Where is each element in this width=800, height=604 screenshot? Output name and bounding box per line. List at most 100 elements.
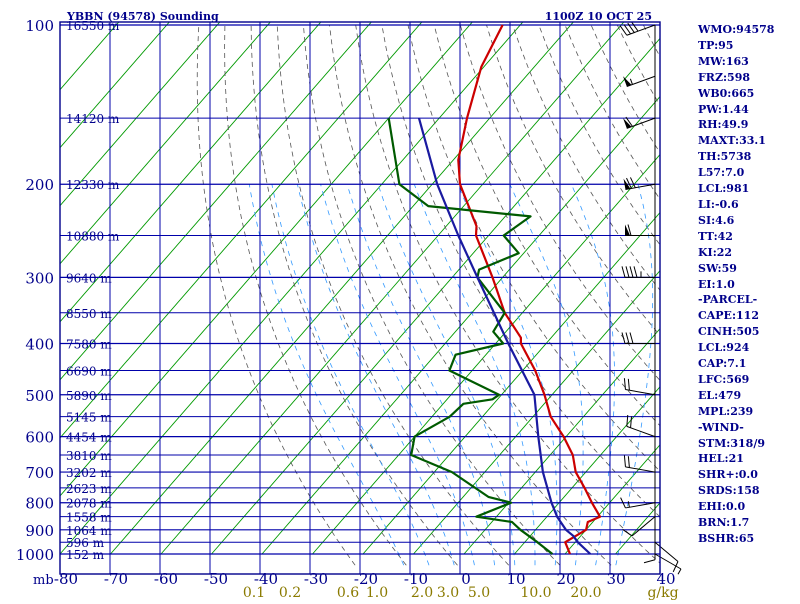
mixing-ratio-label: 0.1 [243,585,265,600]
index-row: EHI:0.0 [698,499,798,515]
mixing-ratio-label: 10.0 [520,585,551,600]
mixing-ratio-label: 5.0 [468,585,490,600]
index-row: FRZ:598 [698,70,798,86]
chart-title: YBBN (94578) Sounding [66,10,219,23]
index-row: CAPE:112 [698,308,798,324]
valid-time: 1100Z 10 OCT 25 [545,10,652,23]
wind-barb-shaft [632,517,655,536]
wind-barb [622,266,655,277]
height-label: 5890 m [66,389,112,403]
height-label: 4454 m [66,431,112,445]
index-row: HEL:21 [698,451,798,467]
wind-barb-flag [631,416,632,427]
index-row: CINH:505 [698,324,798,340]
pressure-tick-label: 700 [25,464,54,482]
isotherm-line [0,13,379,554]
index-row: MPL:239 [698,404,798,420]
mixing-ratio-label: 3.0 [437,585,459,600]
index-row: TT:42 [698,229,798,245]
wind-barb-flag [628,379,629,390]
wind-barb-flag [630,332,633,343]
wind-barb-shaft [627,118,655,128]
index-row: TP:95 [698,38,798,54]
index-row: EL:479 [698,388,798,404]
isotherm-line [0,13,429,554]
wind-barb [623,76,655,86]
pressure-tick-label: 100 [25,17,54,35]
wind-barb-pennant [623,76,631,86]
index-row: LFC:569 [698,372,798,388]
wind-barb-flag [623,529,632,535]
wind-barb [623,117,655,128]
pressure-tick-label: 800 [25,495,54,513]
index-row: LI:-0.6 [698,197,798,213]
height-label: 1558 m [66,511,112,525]
height-label: 9640 m [66,271,112,285]
height-label: 14120 m [66,112,120,126]
index-row: MAXT:33.1 [698,133,798,149]
height-label: 2078 m [66,497,112,511]
index-row: RH:49.9 [698,117,798,133]
wind-barb-flag [622,266,625,277]
wind-barb [627,415,655,437]
temperature-tick-label: 30 [606,570,625,588]
index-row: BRN:1.7 [698,515,798,531]
index-row: SRDS:158 [698,483,798,499]
wind-barb-flag [626,266,629,277]
index-row: WMO:94578 [698,22,798,38]
temperature-tick-label: -70 [104,570,128,588]
temperature-tick-label: -50 [204,570,228,588]
height-label: 6690 m [66,365,112,379]
mixing-ratio-label: 2.0 [411,585,433,600]
pressure-tick-label: 1000 [16,546,54,564]
wind-barbs [620,22,681,574]
moist-adiabat [510,184,583,565]
background-grid [0,13,800,565]
index-row: BSHR:65 [698,531,798,547]
moist-adiabat [378,184,515,565]
pressure-tick-label: 200 [25,176,54,194]
pressure-tick-label: 400 [25,335,54,353]
height-label: 8550 m [66,307,112,321]
moist-adiabat [414,184,535,565]
wind-barb [623,517,655,536]
mixing-ratio-label: 1.0 [366,585,388,600]
mixing-ratio-label: g/kg [647,585,678,600]
index-row: SI:4.6 [698,213,798,229]
index-row: KI:22 [698,245,798,261]
index-row: MW:163 [698,54,798,70]
index-row: SHR+:0.0 [698,467,798,483]
mixing-ratio-label: 0.6 [337,585,359,600]
pressure-tick-label: 500 [25,387,54,405]
wind-barb [625,225,655,236]
index-row: L57:7.0 [698,165,798,181]
moist-adiabat [347,184,494,565]
moist-adiabat [321,184,475,565]
index-row: SW:59 [698,261,798,277]
pressure-tick-label: 300 [25,269,54,287]
index-row: -PARCEL- [698,292,798,308]
wind-barb-shaft [627,426,655,436]
index-row: LCL:981 [698,181,798,197]
wind-barb-shaft [655,554,681,569]
isotherm-line [262,13,732,554]
wind-barb-shaft [627,25,655,35]
height-label: 3202 m [66,466,112,480]
wind-barb-flag [624,455,625,466]
temperature-tick-label: -30 [304,570,328,588]
height-label: 7580 m [66,337,112,351]
wind-barb-shaft [655,542,678,561]
height-label: 10880 m [66,230,120,244]
height-label: 5145 m [66,411,112,425]
index-row: PW:1.44 [698,102,798,118]
index-row: WB0:665 [698,86,798,102]
wind-barb-flag [644,560,655,563]
dry-adiabat [356,25,663,565]
index-row: STM:318/9 [698,436,798,452]
height-label: 2623 m [66,482,112,496]
dry-adiabat [382,25,714,565]
wind-barb-half-flag [630,79,632,85]
